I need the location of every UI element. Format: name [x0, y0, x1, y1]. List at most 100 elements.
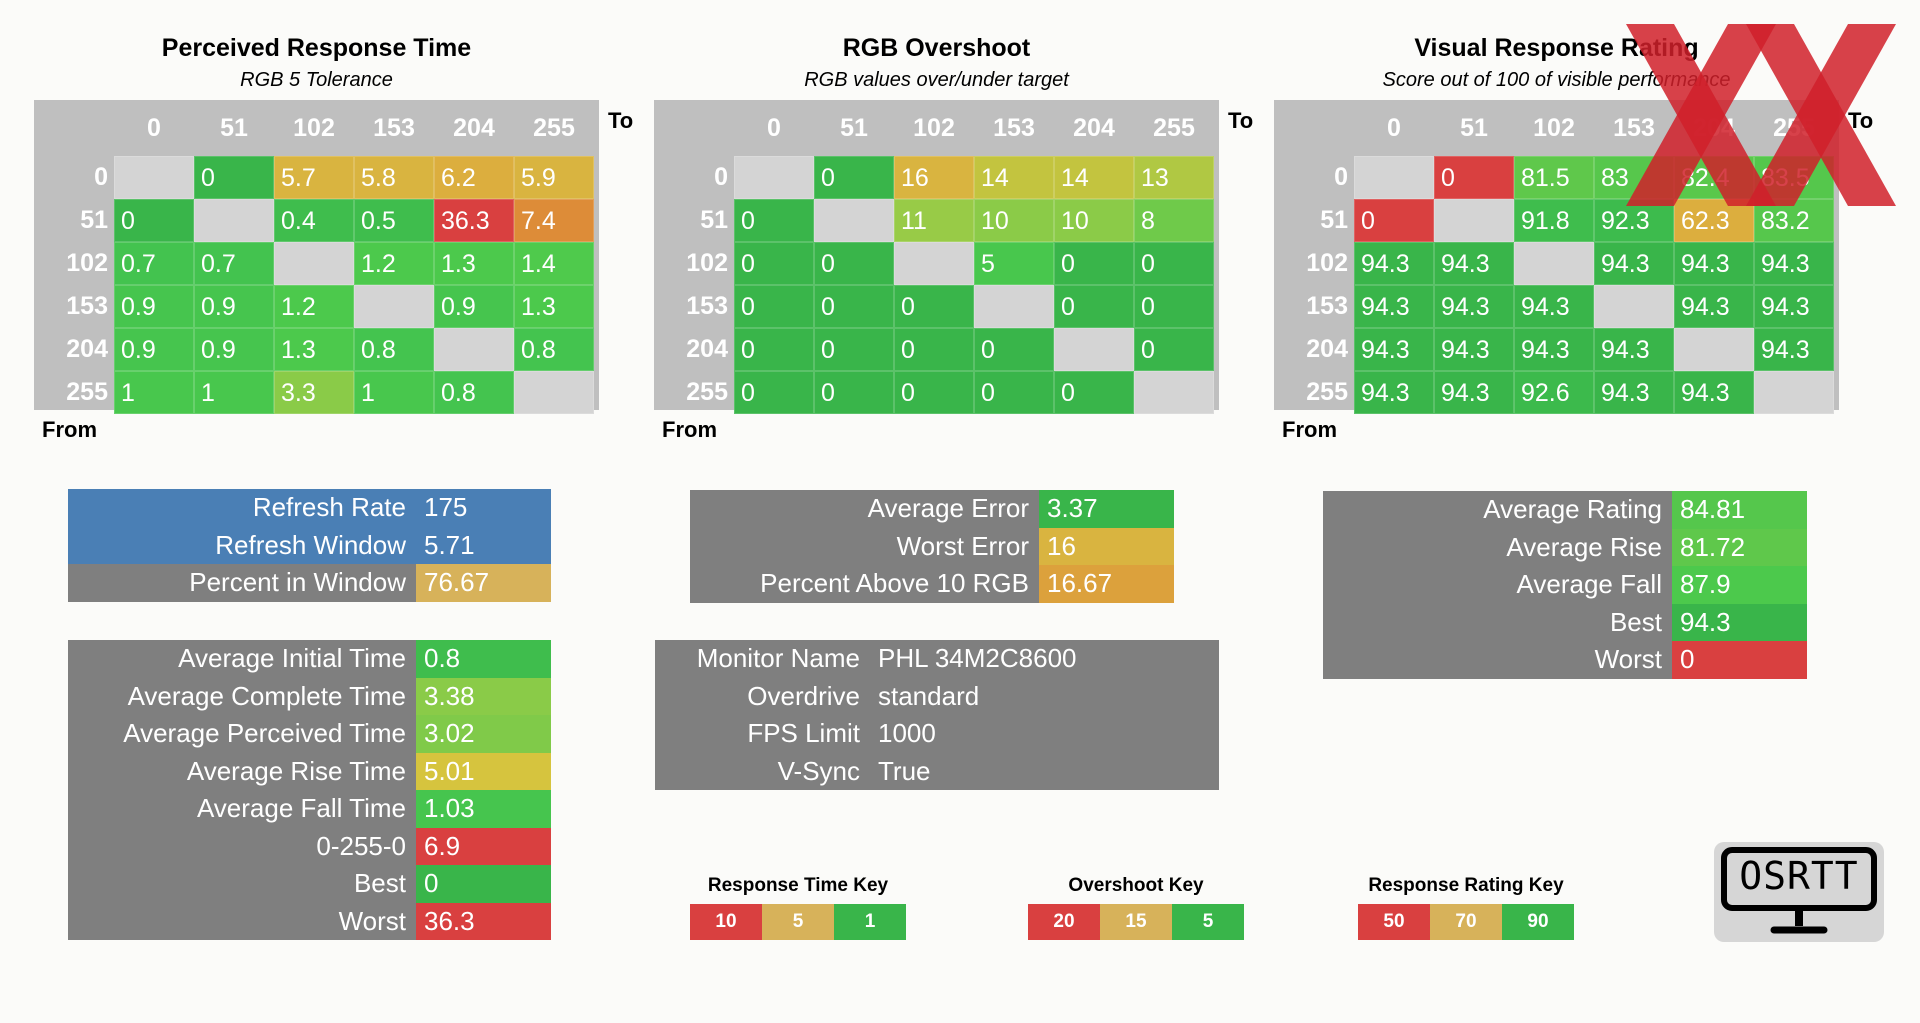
row-header: 204	[686, 335, 728, 363]
matrix-cell: 0	[974, 328, 1054, 371]
refresh-label: Percent in Window	[68, 564, 416, 602]
matrix-cell: 14	[974, 156, 1054, 199]
matrix-cell: 0	[1354, 199, 1434, 242]
matrix-cell	[1594, 285, 1674, 328]
monitor-info-label: Overdrive	[747, 680, 860, 711]
rating-stat-label: Best	[1609, 606, 1662, 637]
time-stat-value: 6.9	[416, 827, 551, 865]
matrix-cell: 16	[894, 156, 974, 199]
time-stat-value: 0.8	[416, 640, 551, 678]
time-stat-value: 0	[416, 865, 551, 903]
column-header: 0	[147, 114, 161, 142]
column-header: 204	[1073, 114, 1115, 142]
row-header: 51	[1320, 206, 1348, 234]
matrix-cell: 0	[734, 328, 814, 371]
matrix-subtitle: Score out of 100 of visible performance	[1382, 69, 1731, 91]
row-header: 204	[1306, 335, 1348, 363]
error-stat-row: Average Error 3.37	[690, 490, 1174, 528]
matrix-cell: 3.3	[274, 371, 354, 414]
matrix-cell: 0	[734, 285, 814, 328]
matrix-cell: 0	[894, 285, 974, 328]
key-title: Overshoot Key	[1068, 875, 1204, 896]
error-stat-value: 16.67	[1039, 565, 1174, 603]
time-stat-value: 5.01	[416, 752, 551, 790]
matrix-cell: 91.8	[1514, 199, 1594, 242]
matrix-cell: 94.3	[1754, 328, 1834, 371]
rating-stat-value: 81.72	[1672, 528, 1807, 566]
to-label: To	[1228, 108, 1254, 133]
matrix-cell: 0.9	[194, 328, 274, 371]
row-header: 0	[94, 163, 108, 191]
time-stat-row: Average Rise Time 5.01	[68, 752, 551, 790]
matrix-cell: 0	[114, 199, 194, 242]
matrix-cell: 0.9	[114, 328, 194, 371]
matrix-cell: 13	[1134, 156, 1214, 199]
time-stat-label: 0-255-0	[316, 830, 406, 861]
matrix-cell: 1.2	[354, 242, 434, 285]
matrix-subtitle: RGB values over/under target	[804, 69, 1069, 91]
refresh-panel: Refresh Rate 175 Refresh Window 5.71 Percent…	[68, 489, 551, 602]
matrix-cell	[274, 242, 354, 285]
matrix-cell	[894, 242, 974, 285]
row-header: 153	[66, 292, 108, 320]
rating-stat-value: 94.3	[1672, 603, 1807, 641]
matrix-cell: 1	[114, 371, 194, 414]
key-title: Response Rating Key	[1368, 875, 1564, 896]
key-cell: 1	[834, 904, 906, 940]
matrix-cell: 0	[974, 371, 1054, 414]
matrix-cell: 0	[1054, 371, 1134, 414]
time-stat-value: 3.38	[416, 677, 551, 715]
monitor-info-row: V-Sync True	[655, 753, 1219, 791]
monitor-info-row: FPS Limit 1000	[655, 715, 1219, 753]
matrix-cell	[1134, 371, 1214, 414]
matrix-cell	[434, 328, 514, 371]
column-header: 153	[993, 114, 1035, 142]
matrix-title: Perceived Response Time	[161, 34, 472, 62]
matrix-cell: 0.9	[114, 285, 194, 328]
row-header: 102	[66, 249, 108, 277]
matrix-cell: 0.9	[194, 285, 274, 328]
monitor-info-value: PHL 34M2C8600	[878, 643, 1077, 673]
monitor-info-label: FPS Limit	[747, 718, 860, 748]
error-stat-row: Percent Above 10 RGB 16.67	[690, 565, 1174, 603]
matrix-cell: 0	[814, 156, 894, 199]
column-header: 0	[767, 114, 781, 142]
matrix-cell: 94.3	[1754, 285, 1834, 328]
monitor-info-row: Monitor Name PHL 34M2C8600	[655, 640, 1219, 678]
matrix-cell: 5.8	[354, 156, 434, 199]
column-header: 102	[293, 114, 335, 142]
matrix-cell	[1054, 328, 1134, 371]
matrix-cell: 0	[1054, 242, 1134, 285]
key-title: Response Time Key	[707, 875, 889, 896]
matrix-cell: 94.3	[1354, 242, 1434, 285]
monitor-info-panel: Monitor Name PHL 34M2C8600 Overdrive standa…	[655, 640, 1219, 790]
time-stat-label: Average Complete Time	[127, 680, 406, 711]
row-header: 0	[714, 163, 728, 191]
time-stat-row: Average Complete Time 3.38	[68, 677, 551, 715]
matrix-cell: 62.3	[1674, 199, 1754, 242]
matrix-cell: 83.2	[1754, 199, 1834, 242]
matrix-cell: 94.3	[1514, 328, 1594, 371]
matrix-cell: 8	[1134, 199, 1214, 242]
matrix-cell: 92.6	[1514, 371, 1594, 414]
time-stat-row: Best 0	[68, 865, 551, 903]
matrix-subtitle: RGB 5 Tolerance	[240, 69, 393, 91]
rating-stat-label: Worst	[1594, 644, 1662, 674]
matrix-cell: 94.3	[1754, 242, 1834, 285]
key-cell: 50	[1358, 904, 1430, 940]
time-stat-row: Average Fall Time 1.03	[68, 790, 551, 828]
matrix-cell: 0	[1134, 328, 1214, 371]
matrix-cell: 81.5	[1514, 156, 1594, 199]
matrix-cell: 7.4	[514, 199, 594, 242]
from-label: From	[662, 417, 717, 442]
osrtt-logo: OSRTT	[1714, 842, 1884, 942]
row-header: 204	[66, 335, 108, 363]
monitor-info-value: 1000	[878, 718, 936, 748]
matrix-cell: 10	[1054, 199, 1134, 242]
matrix-cell	[1674, 328, 1754, 371]
matrix-cell: 0	[1134, 285, 1214, 328]
matrix-cell	[734, 156, 814, 199]
key-cell: 5	[762, 904, 834, 940]
matrix-cell: 0	[1134, 242, 1214, 285]
rating-stat-row: Average Rise 81.72	[1323, 528, 1807, 566]
